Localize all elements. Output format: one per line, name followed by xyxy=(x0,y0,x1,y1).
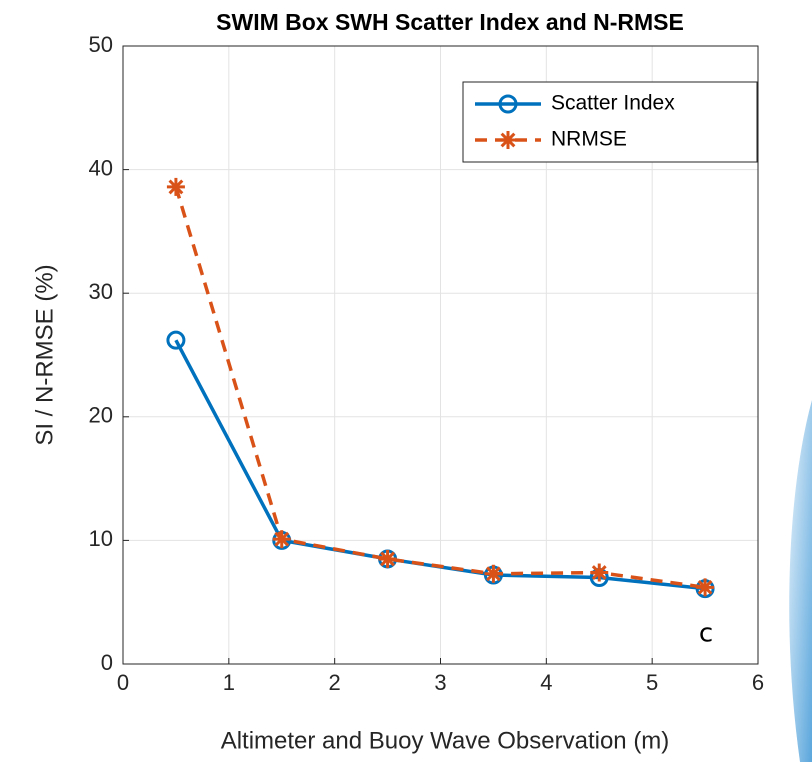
point xyxy=(590,563,609,582)
y-tick-label: 20 xyxy=(89,403,113,428)
legend-marker xyxy=(499,131,517,149)
asterisk-stroke xyxy=(274,531,290,547)
point xyxy=(166,330,186,350)
asterisk-stroke xyxy=(168,179,184,195)
asterisk-stroke xyxy=(500,132,516,148)
legend-box xyxy=(462,81,758,163)
point xyxy=(378,549,397,568)
x-axis-label: Altimeter and Buoy Wave Observation (m) xyxy=(221,727,670,754)
chart-title: SWIM Box SWH Scatter Index and N-RMSE xyxy=(216,9,684,35)
point xyxy=(166,177,185,196)
x-tick-label: 1 xyxy=(223,670,235,695)
x-tick-label: 5 xyxy=(646,670,658,695)
x-tick-label: 2 xyxy=(329,670,341,695)
asterisk-stroke xyxy=(485,566,501,582)
point xyxy=(272,530,291,549)
x-tick-label: 0 xyxy=(117,670,129,695)
annotation: c xyxy=(699,619,713,649)
x-tick-label: 6 xyxy=(752,670,764,695)
x-tick-label: 3 xyxy=(434,670,446,695)
legend-label: NRMSE xyxy=(551,128,627,151)
legend-marker xyxy=(498,94,518,114)
y-tick-label: 40 xyxy=(89,155,113,180)
y-tick-label: 50 xyxy=(89,32,113,57)
y-tick-label: 30 xyxy=(89,279,113,304)
point xyxy=(696,578,715,597)
asterisk-stroke xyxy=(591,565,607,580)
y-tick-label: 10 xyxy=(89,526,113,551)
point xyxy=(484,564,503,583)
x-tick-label: 4 xyxy=(540,670,552,695)
plot-frame xyxy=(122,45,759,665)
background-decoration xyxy=(789,400,812,762)
asterisk-stroke xyxy=(380,551,396,567)
series-line xyxy=(174,186,706,590)
asterisk-stroke xyxy=(697,579,713,595)
legend-label: Scatter Index xyxy=(551,92,675,115)
y-axis-label: SI / N-RMSE (%) xyxy=(31,264,58,445)
y-tick-label: 0 xyxy=(101,650,113,675)
